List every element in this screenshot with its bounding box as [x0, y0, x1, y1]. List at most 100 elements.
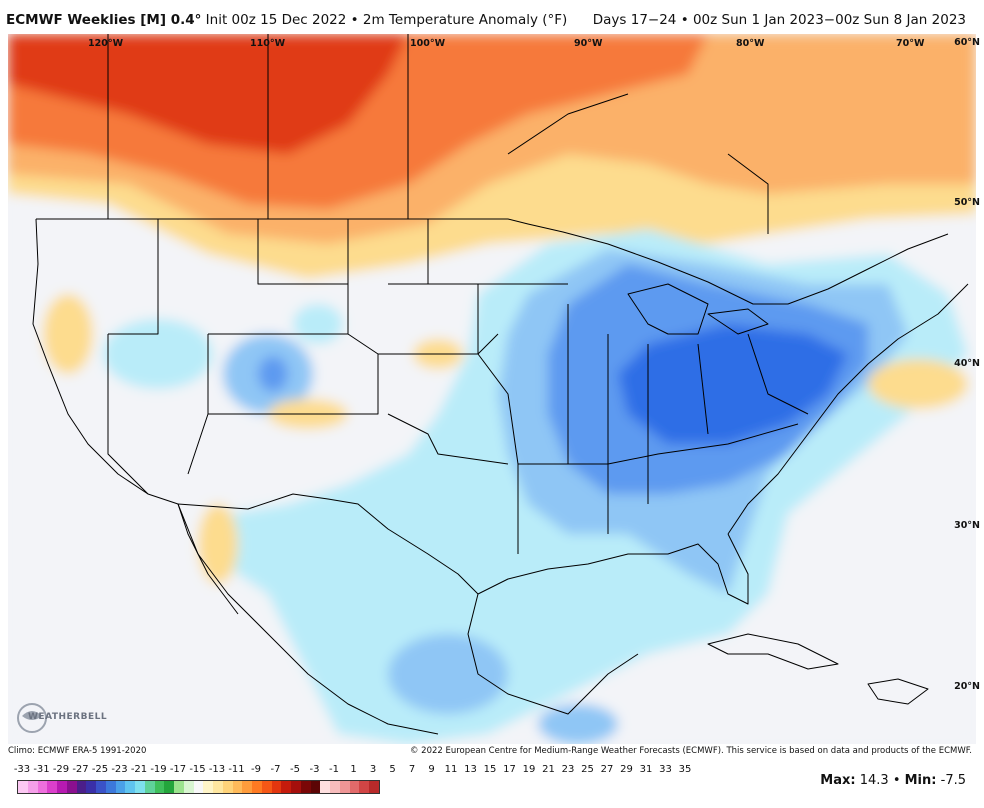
title-separator: • — [350, 12, 359, 28]
legend-label: 19 — [522, 764, 536, 775]
legend-label: 29 — [620, 764, 633, 775]
legend-label: -13 — [208, 764, 226, 775]
latitude-label-50n: 50°N — [954, 197, 980, 208]
legend-swatch — [18, 781, 28, 793]
legend-swatch — [300, 781, 311, 793]
legend-swatch — [105, 781, 116, 793]
legend-swatch — [281, 781, 291, 793]
legend-swatch — [57, 781, 67, 793]
legend-swatch — [349, 781, 360, 793]
legend-label: -3 — [309, 764, 320, 775]
legend-label: 27 — [600, 764, 614, 775]
map-title: ECMWF Weeklies [M] 0.4° Init 00z 15 Dec … — [6, 12, 567, 28]
legend-label: -23 — [111, 764, 128, 775]
legend-label: -9 — [251, 764, 261, 775]
legend-swatch — [359, 781, 369, 793]
legend-swatch — [66, 781, 77, 793]
climo-note: Climo: ECMWF ERA-5 1991-2020 — [8, 746, 147, 756]
legend-label: 11 — [444, 764, 458, 775]
political-borders — [32, 34, 969, 735]
legend-label: 9 — [428, 764, 435, 775]
legend-label: 13 — [464, 764, 477, 775]
header: ECMWF Weeklies [M] 0.4° Init 00z 15 Dec … — [0, 0, 984, 34]
legend-label: -25 — [91, 764, 109, 775]
min-value: -7.5 — [940, 773, 966, 788]
anomaly-shading — [8, 34, 976, 744]
legend-label: 15 — [483, 764, 497, 775]
legend-label: -17 — [169, 764, 187, 775]
legend-swatch — [164, 781, 174, 793]
legend-label: -33 — [13, 764, 31, 775]
latitude-label-60n: 60°N — [954, 37, 980, 48]
legend-label: 35 — [678, 764, 692, 775]
min-label: Min: — [904, 773, 937, 788]
legend-label: 7 — [408, 764, 416, 775]
legend-label: 21 — [542, 764, 555, 775]
legend-swatch — [320, 781, 330, 793]
legend-label: 33 — [659, 764, 672, 775]
map-canvas — [8, 34, 976, 744]
legend-swatch — [37, 781, 48, 793]
longitude-label-80w: 80°W — [736, 38, 765, 49]
legend-swatch — [310, 781, 321, 793]
max-label: Max: — [820, 773, 856, 788]
legend-swatch — [291, 781, 301, 793]
legend-label: -31 — [33, 764, 50, 775]
longitude-label-70w: 70°W — [896, 38, 925, 49]
legend-label: 1 — [350, 764, 357, 775]
legend-swatch — [213, 781, 223, 793]
legend-labels: -33 -31 -29 -27 -25 -23 -21 -19 -17 -15 -13 -11 -9 -7… — [0, 764, 720, 778]
legend-swatch — [271, 781, 282, 793]
latitude-label-20n: 20°N — [954, 681, 980, 692]
legend-swatch — [27, 781, 38, 793]
legend-swatch — [144, 781, 155, 793]
init-time: Init 00z 15 Dec 2022 — [205, 12, 347, 28]
anomaly-map — [8, 34, 976, 744]
longitude-label-110w: 110°W — [250, 38, 286, 49]
field-name: 2m Temperature Anomaly (°F) — [362, 12, 568, 28]
model-name: ECMWF Weeklies [M] 0.4° — [6, 12, 202, 28]
legend-label: -11 — [228, 764, 245, 775]
legend-label: -19 — [150, 764, 167, 775]
legend-swatch — [86, 781, 96, 793]
legend-swatch — [339, 781, 350, 793]
max-value: 14.3 — [859, 773, 889, 788]
legend-label: -15 — [189, 764, 206, 775]
legend-swatch — [369, 781, 379, 793]
legend-swatch — [47, 781, 57, 793]
legend-swatch — [135, 781, 145, 793]
legend-label: 17 — [503, 764, 516, 775]
legend-swatch — [193, 781, 204, 793]
legend-label: -7 — [270, 764, 281, 775]
latitude-label-30n: 30°N — [954, 520, 980, 531]
valid-period: Days 17−24 • 00z Sun 1 Jan 2023−00z Sun … — [592, 12, 966, 28]
color-legend — [17, 780, 380, 794]
max-min-stats: Max: 14.3 • Min: -7.5 — [820, 773, 966, 788]
legend-swatch — [76, 781, 87, 793]
legend-swatch — [96, 781, 106, 793]
legend-swatch — [330, 781, 340, 793]
weatherbell-logo — [17, 703, 47, 733]
legend-swatch — [154, 781, 165, 793]
legend-label: 23 — [561, 764, 575, 775]
legend-swatch — [115, 781, 126, 793]
logo-text: WEATHERBELL — [28, 712, 108, 722]
legend-swatch — [261, 781, 272, 793]
stats-separator: • — [892, 773, 901, 788]
longitude-label-100w: 100°W — [410, 38, 446, 49]
legend-label: 25 — [581, 764, 594, 775]
legend-label: 3 — [369, 764, 377, 775]
latitude-label-40n: 40°N — [954, 358, 980, 369]
legend-swatch — [232, 781, 243, 793]
legend-label: 31 — [639, 764, 653, 775]
longitude-label-120w: 120°W — [88, 38, 124, 49]
longitude-label-90w: 90°W — [574, 38, 603, 49]
legend-swatch — [125, 781, 135, 793]
legend-swatch — [183, 781, 194, 793]
legend-swatch — [242, 781, 252, 793]
legend-label: -5 — [290, 764, 300, 775]
legend-label: -1 — [329, 764, 339, 775]
legend-label: -27 — [72, 764, 89, 775]
legend-swatch — [252, 781, 262, 793]
legend-label: 5 — [389, 764, 396, 775]
